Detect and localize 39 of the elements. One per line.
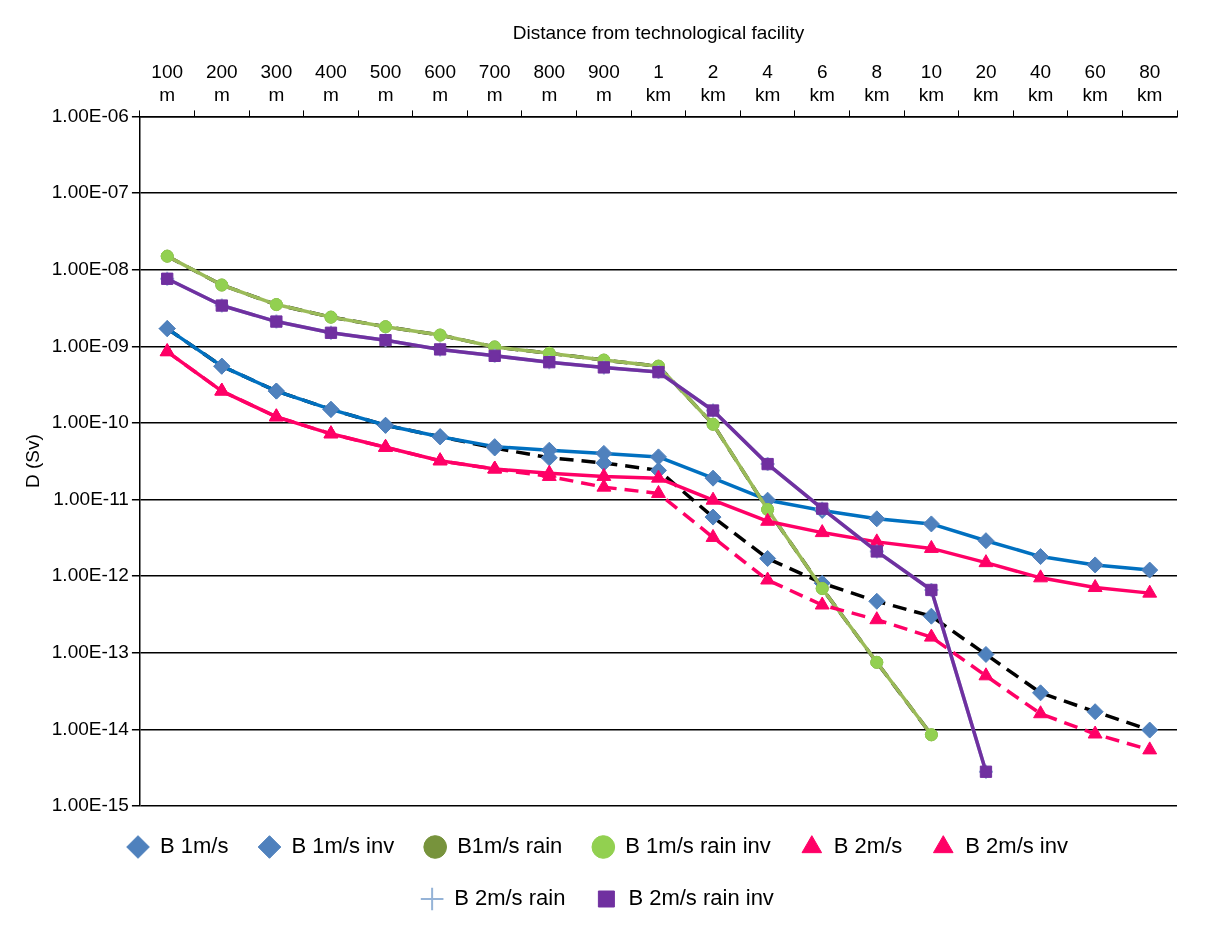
y-tick-label: 1.00E-11 (53, 487, 129, 509)
y-axis-title: D (Sv) (21, 434, 43, 489)
legend-label: B 2m/s (833, 833, 903, 859)
y-tick-label: 1.00E-08 (51, 257, 129, 279)
x-tick-label: 80 km (1137, 61, 1163, 106)
legend-label: B 1m/s (160, 833, 229, 859)
x-tick-label: 10 km (918, 61, 945, 106)
y-tick-label: 1.00E-10 (51, 411, 129, 433)
x-tick-label: 400 m (315, 61, 347, 106)
x-tick-label: 100 m (151, 61, 184, 106)
y-tick-label: 1.00E-09 (51, 334, 129, 356)
y-tick-label: 1.00E-06 (51, 104, 129, 126)
x-axis-title: Distance from technological facility (512, 21, 805, 43)
x-tick-label: 600 m (424, 61, 456, 106)
legend-label: B1m/s rain (457, 833, 563, 859)
x-tick-label: 8 km (864, 61, 890, 106)
x-tick-label: 4 km (754, 61, 781, 106)
legend-label: B 1m/s rain inv (625, 833, 771, 859)
x-tick-label: 2 km (700, 61, 726, 106)
legend-label: B 2m/s inv (965, 833, 1068, 859)
x-tick-label: 1 km (645, 61, 672, 106)
y-tick-label: 1.00E-07 (51, 181, 129, 203)
x-tick-label: 900 m (588, 61, 620, 106)
x-tick-label: 700 m (478, 61, 511, 106)
x-tick-label: 300 m (260, 61, 293, 106)
legend-label: B 1m/s inv (291, 833, 395, 859)
legend-label: B 2m/s rain (454, 885, 566, 911)
y-tick-label: 1.00E-15 (51, 794, 129, 816)
y-tick-label: 1.00E-12 (51, 564, 129, 586)
x-tick-label: 800 m (533, 61, 566, 106)
x-tick-label: 6 km (809, 61, 835, 106)
x-tick-label: 20 km (973, 61, 999, 106)
x-tick-label: 200 m (205, 61, 238, 106)
legend-label: B 2m/s rain inv (628, 885, 774, 911)
y-tick-label: 1.00E-13 (51, 640, 129, 662)
x-tick-label: 40 km (1027, 61, 1054, 106)
y-tick-label: 1.00E-14 (51, 717, 130, 739)
x-tick-label: 500 m (369, 61, 402, 106)
x-tick-label: 60 km (1082, 61, 1108, 106)
